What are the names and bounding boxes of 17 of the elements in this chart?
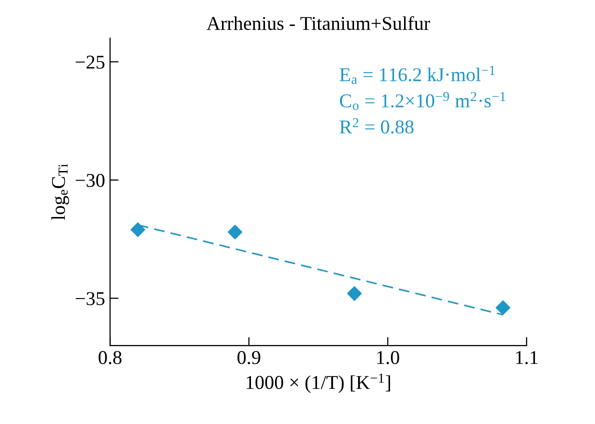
chart-title: Arrhenius - Titanium+Sulfur <box>206 16 430 30</box>
point <box>496 300 510 316</box>
point <box>130 222 146 237</box>
annotation: C$_{o}$ = 1.2×10$^{−9}$ m$^{2}$·s$^{−1}$ <box>340 92 506 110</box>
y-tick-label: −25 <box>76 56 104 69</box>
x-tick-label: 0.9 <box>237 350 260 364</box>
annotation: E$_{a}$ = 116.2 kJ·mol$^{−1}$ <box>340 66 495 84</box>
annotation: R$^{2}$ = 0.88 <box>340 118 414 134</box>
y-axis-title: log$_{e}$C$_{Ti}$ <box>51 164 70 220</box>
x-tick-label: 0.8 <box>98 350 122 364</box>
x-axis-title: 1000 × (1/T) [K$^{−1}$] <box>246 374 390 393</box>
y-tick-label: −30 <box>76 174 104 187</box>
x-tick-label: 1.0 <box>377 350 400 364</box>
y-tick-label: −35 <box>76 292 104 306</box>
point <box>347 286 362 301</box>
x-tick-label: 1.1 <box>516 351 538 364</box>
point <box>228 224 242 240</box>
